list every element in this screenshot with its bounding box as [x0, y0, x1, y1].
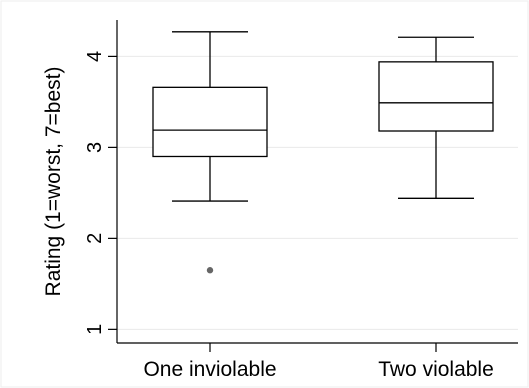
category-label: One inviolable [143, 358, 276, 381]
iqr-box [152, 86, 268, 158]
category-label: Two violable [378, 358, 494, 381]
y-axis-title: Rating (1=worst, 7=best) [42, 67, 65, 297]
axes [116, 20, 518, 344]
box-group [378, 36, 494, 199]
y-tick-label: 3 [84, 142, 106, 153]
y-ticks: 1 2 3 4 [84, 51, 117, 335]
category-labels: One inviolable Two violable [143, 343, 494, 381]
y-tick-label: 1 [84, 324, 106, 335]
y-tick-label: 2 [84, 233, 106, 244]
box-group [152, 31, 268, 274]
iqr-box [378, 61, 494, 132]
outlier-point [206, 267, 214, 274]
boxes [152, 31, 494, 274]
y-tick-label: 4 [84, 51, 106, 62]
